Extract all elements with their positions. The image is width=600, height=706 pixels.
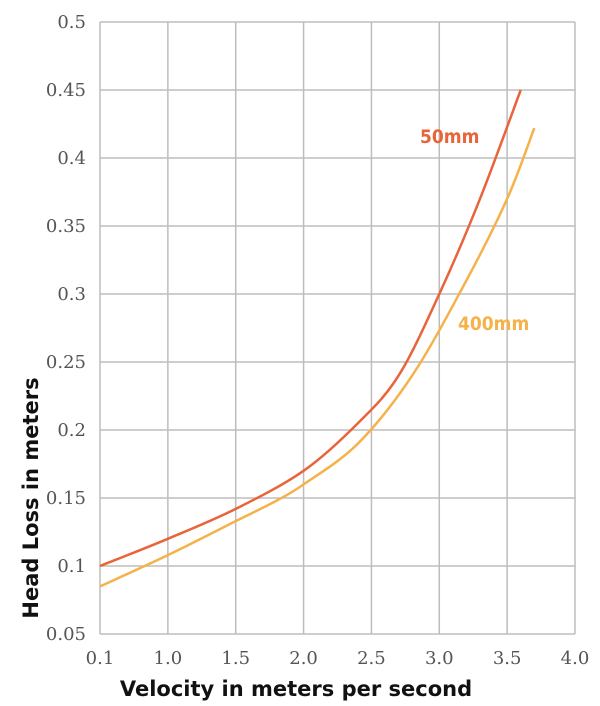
- x-tick-label: 1.0: [154, 648, 183, 669]
- x-tick-label: 2.5: [357, 648, 386, 669]
- y-tick-label: 0.4: [57, 148, 86, 169]
- y-tick-label: 0.45: [46, 80, 86, 101]
- x-tick-label: 0.1: [86, 648, 115, 669]
- series-lines: [99, 89, 536, 588]
- y-tick-label: 0.2: [57, 420, 86, 441]
- y-axis-title: Head Loss in meters: [19, 377, 43, 618]
- x-axis-ticks: 0.1 1.0 1.5 2.0 2.5 3.0 3.5 4.0: [86, 648, 590, 669]
- y-axis-ticks: 0.05 0.1 0.15 0.2 0.25 0.3 0.35 0.4 0.45 0.5: [46, 12, 86, 645]
- y-tick-label: 0.05: [46, 624, 86, 645]
- x-tick-label: 3.0: [425, 648, 454, 669]
- x-tick-label: 1.5: [221, 648, 250, 669]
- y-tick-label: 0.5: [57, 12, 86, 33]
- x-axis-title: Velocity in meters per second: [120, 677, 472, 701]
- series-label-400mm: 400mm: [458, 313, 529, 335]
- x-tick-label: 2.0: [289, 648, 318, 669]
- y-tick-label: 0.3: [57, 284, 86, 305]
- x-tick-label: 4.0: [561, 648, 590, 669]
- y-tick-label: 0.35: [46, 216, 86, 237]
- series-line-400mm: [99, 127, 536, 588]
- y-tick-label: 0.25: [46, 352, 86, 373]
- y-tick-label: 0.1: [57, 556, 86, 577]
- x-tick-label: 3.5: [493, 648, 522, 669]
- series-label-50mm: 50mm: [420, 126, 479, 148]
- y-tick-label: 0.15: [46, 488, 86, 509]
- series-line-50mm: [99, 89, 522, 568]
